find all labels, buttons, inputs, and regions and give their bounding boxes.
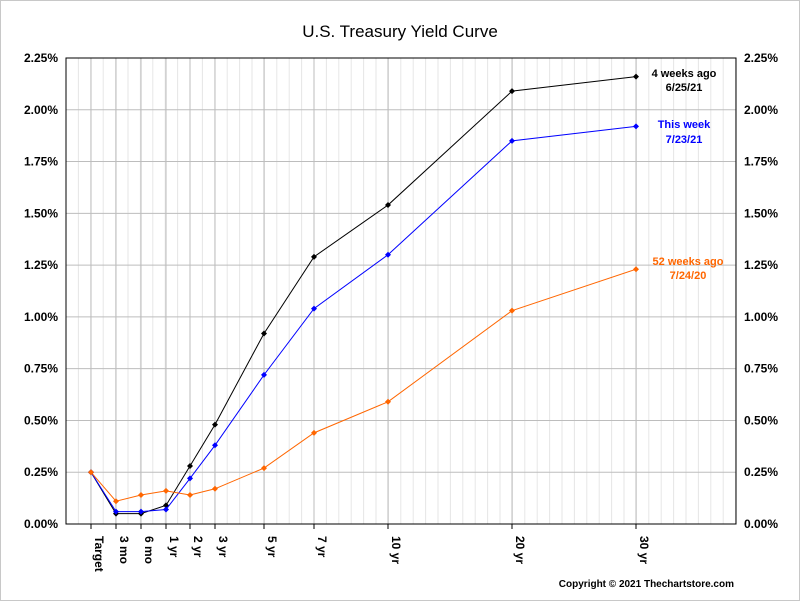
- y-tick-right: 0.00%: [744, 517, 778, 531]
- x-tick-label: 7 yr: [315, 536, 329, 558]
- data-point: [261, 330, 267, 337]
- data-point: [311, 429, 317, 436]
- series-label-name: This week: [658, 119, 711, 131]
- plot-border: [65, 57, 737, 525]
- series-label-date: 7/24/20: [670, 270, 707, 282]
- y-tick-left: 0.75%: [24, 362, 58, 376]
- data-point: [633, 123, 639, 130]
- chart-title: U.S. Treasury Yield Curve: [302, 22, 498, 41]
- data-point: [385, 398, 391, 405]
- series-label-date: 6/25/21: [666, 82, 703, 94]
- y-tick-right: 1.50%: [744, 206, 778, 220]
- data-point: [212, 485, 218, 492]
- series-label-date: 7/23/21: [666, 134, 703, 146]
- series-label-name: 4 weeks ago: [652, 68, 717, 80]
- data-point: [509, 88, 515, 95]
- y-tick-right: 2.25%: [744, 51, 778, 65]
- y-tick-right: 1.75%: [744, 155, 778, 169]
- data-point: [385, 202, 391, 209]
- y-tick-left: 1.25%: [24, 258, 58, 272]
- data-point: [311, 253, 317, 260]
- x-tick-label: 3 yr: [216, 536, 230, 558]
- x-tick-label: 20 yr: [513, 536, 527, 564]
- y-tick-left: 2.00%: [24, 103, 58, 117]
- data-point: [113, 498, 119, 505]
- copyright-text: Copyright © 2021 Thechartstore.com: [559, 579, 734, 590]
- series-label-name: 52 weeks ago: [653, 256, 724, 268]
- y-tick-left: 1.75%: [24, 155, 58, 169]
- x-tick-label: 1 yr: [167, 536, 181, 558]
- y-tick-left: 0.25%: [24, 465, 58, 479]
- y-tick-right: 1.25%: [744, 258, 778, 272]
- x-tick-label: Target: [92, 536, 106, 572]
- y-tick-right: 0.50%: [744, 413, 778, 427]
- y-tick-right: 1.00%: [744, 310, 778, 324]
- data-point: [385, 251, 391, 258]
- data-point: [113, 508, 119, 515]
- data-point: [212, 442, 218, 449]
- data-point: [138, 492, 144, 499]
- data-point: [163, 487, 169, 494]
- series-this-week: This week 7/23/21: [88, 119, 711, 515]
- data-point: [187, 492, 193, 499]
- y-tick-right: 2.00%: [744, 103, 778, 117]
- data-point: [163, 506, 169, 513]
- data-point: [88, 469, 94, 476]
- y-tick-left: 2.25%: [24, 51, 58, 65]
- y-tick-left: 1.00%: [24, 310, 58, 324]
- y-tick-left: 1.50%: [24, 206, 58, 220]
- y-tick-right: 0.25%: [744, 465, 778, 479]
- y-tick-left: 0.00%: [24, 517, 58, 531]
- data-point: [261, 465, 267, 472]
- data-point: [212, 421, 218, 428]
- data-point: [187, 463, 193, 470]
- data-point: [311, 305, 317, 312]
- data-point: [261, 371, 267, 378]
- x-tick-label: 2 yr: [191, 536, 205, 558]
- x-tick-label: 6 mo: [142, 536, 156, 564]
- data-point: [633, 73, 639, 80]
- data-point: [138, 508, 144, 515]
- x-tick-label: 3 mo: [117, 536, 131, 564]
- data-point: [509, 307, 515, 314]
- data-point: [509, 137, 515, 144]
- y-tick-right: 0.75%: [744, 362, 778, 376]
- x-tick-label: 10 yr: [389, 536, 403, 564]
- series-52-weeks-ago: 52 weeks ago 7/24/20: [88, 256, 724, 505]
- plot-area: 0.00% 0.00% 0.25% 0.25% 0.50% 0.50% 0.75% 0.75%…: [24, 51, 778, 572]
- data-point: [633, 266, 639, 273]
- x-tick-label: 5 yr: [265, 536, 279, 558]
- y-tick-left: 0.50%: [24, 413, 58, 427]
- data-point: [187, 475, 193, 482]
- x-tick-label: 30 yr: [637, 536, 651, 564]
